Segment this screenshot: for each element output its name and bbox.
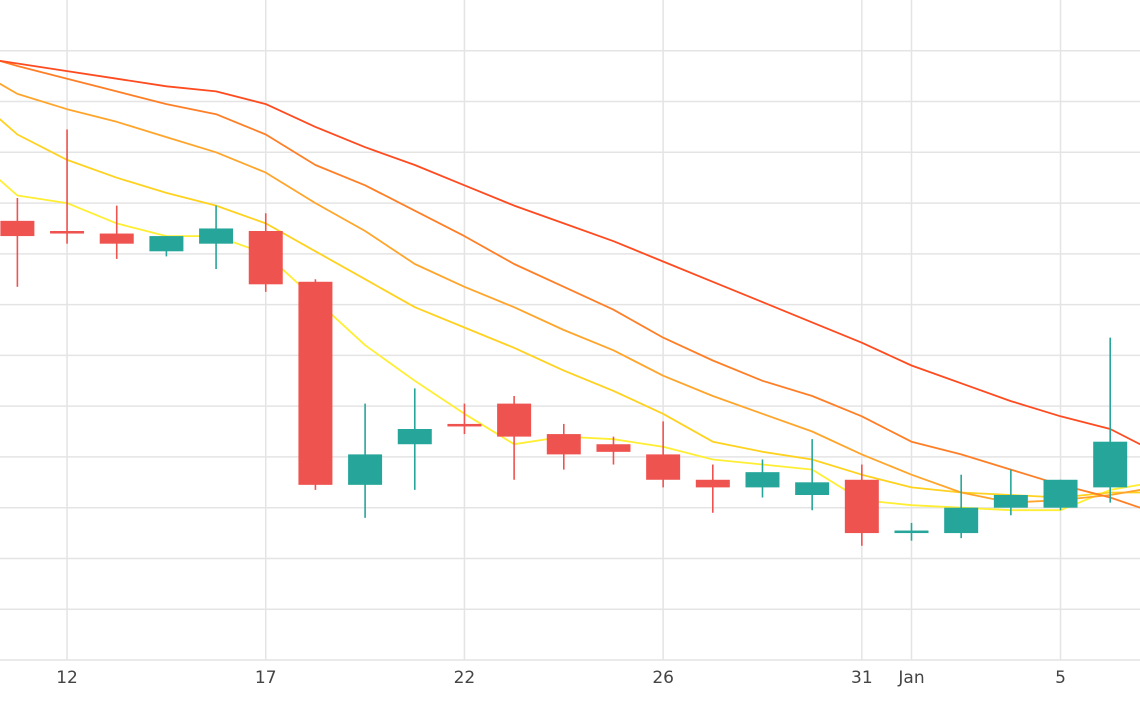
candle-body [795, 482, 830, 495]
moving-average-line-5 [0, 60, 1140, 446]
candle [993, 469, 1028, 516]
candle-body [993, 495, 1028, 508]
candle-body [149, 236, 184, 252]
candle-body [646, 454, 681, 480]
x-tick-label: 22 [454, 668, 476, 688]
candle-body [447, 423, 482, 427]
candle [298, 279, 333, 490]
candle-body [1043, 479, 1078, 508]
candle [497, 396, 532, 480]
candle [844, 464, 879, 546]
moving-average-line-4 [0, 60, 1140, 509]
candle [199, 205, 234, 270]
candle [944, 474, 979, 539]
x-tick-label: 12 [56, 668, 78, 688]
x-tick-label: 5 [1055, 668, 1066, 688]
candle-body [397, 429, 432, 445]
candle [248, 213, 283, 292]
candle [695, 464, 730, 513]
candles [0, 129, 1128, 546]
candle-body [695, 479, 730, 488]
candle-body [298, 281, 333, 485]
candle [149, 236, 184, 257]
candle [447, 403, 482, 435]
candle-body [546, 434, 581, 455]
candle-body [844, 479, 879, 534]
candle [894, 522, 929, 541]
candle-body [1093, 441, 1128, 488]
candle-body [745, 472, 780, 488]
x-tick-label: Jan [897, 668, 924, 688]
grid [0, 0, 1140, 661]
x-tick-label: 26 [652, 668, 674, 688]
candle [348, 403, 383, 518]
candle [50, 129, 85, 244]
candle-body [50, 231, 85, 234]
candle-body [596, 444, 631, 452]
candle-body [199, 228, 234, 244]
candle [646, 421, 681, 488]
candle [99, 205, 134, 259]
candle-body [894, 530, 929, 534]
candle-body [248, 231, 283, 285]
moving-average-line-1 [0, 179, 1140, 512]
candle-body [99, 233, 134, 244]
candle-body [497, 403, 532, 437]
candle [1093, 337, 1128, 503]
candle [546, 423, 581, 470]
candle [795, 439, 830, 511]
candle-body [944, 507, 979, 534]
x-axis-ticks: 12 17 22 26 31 Jan 5 [56, 668, 1066, 688]
candle-body [0, 220, 35, 237]
x-tick-label: 31 [851, 668, 873, 688]
candle [0, 198, 35, 287]
candle-body [348, 454, 383, 485]
candle [397, 388, 432, 490]
x-tick-label: 17 [255, 668, 277, 688]
candle [596, 436, 631, 465]
candle [745, 459, 780, 498]
candle [1043, 479, 1078, 511]
